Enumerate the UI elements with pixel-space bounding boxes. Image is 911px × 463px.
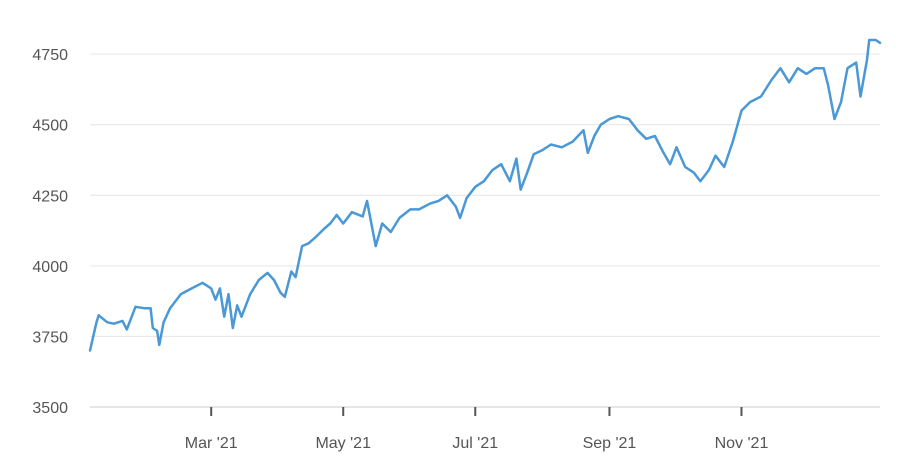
series-layer [88, 38, 882, 352]
y-tick-label: 4750 [32, 47, 68, 64]
y-tick-label: 3750 [32, 329, 68, 346]
y-tick-label: 4000 [32, 259, 68, 276]
x-tick-label: Nov '21 [715, 435, 769, 452]
y-axis: 3500 3750 4000 4250 4500 4750 [32, 47, 68, 417]
y-tick-label: 4500 [32, 118, 68, 135]
gridlines [90, 53, 880, 408]
x-tick-label: Sep '21 [583, 435, 637, 452]
x-axis: Mar '21 May '21 Jul '21 Sep '21 Nov '21 [185, 407, 769, 452]
x-tick-label: Jul '21 [452, 435, 498, 452]
y-tick-label: 4250 [32, 188, 68, 205]
x-tick-label: Mar '21 [185, 435, 238, 452]
x-tick-label: May '21 [315, 435, 371, 452]
y-tick-label: 3500 [32, 400, 68, 417]
series-line [88, 38, 882, 352]
